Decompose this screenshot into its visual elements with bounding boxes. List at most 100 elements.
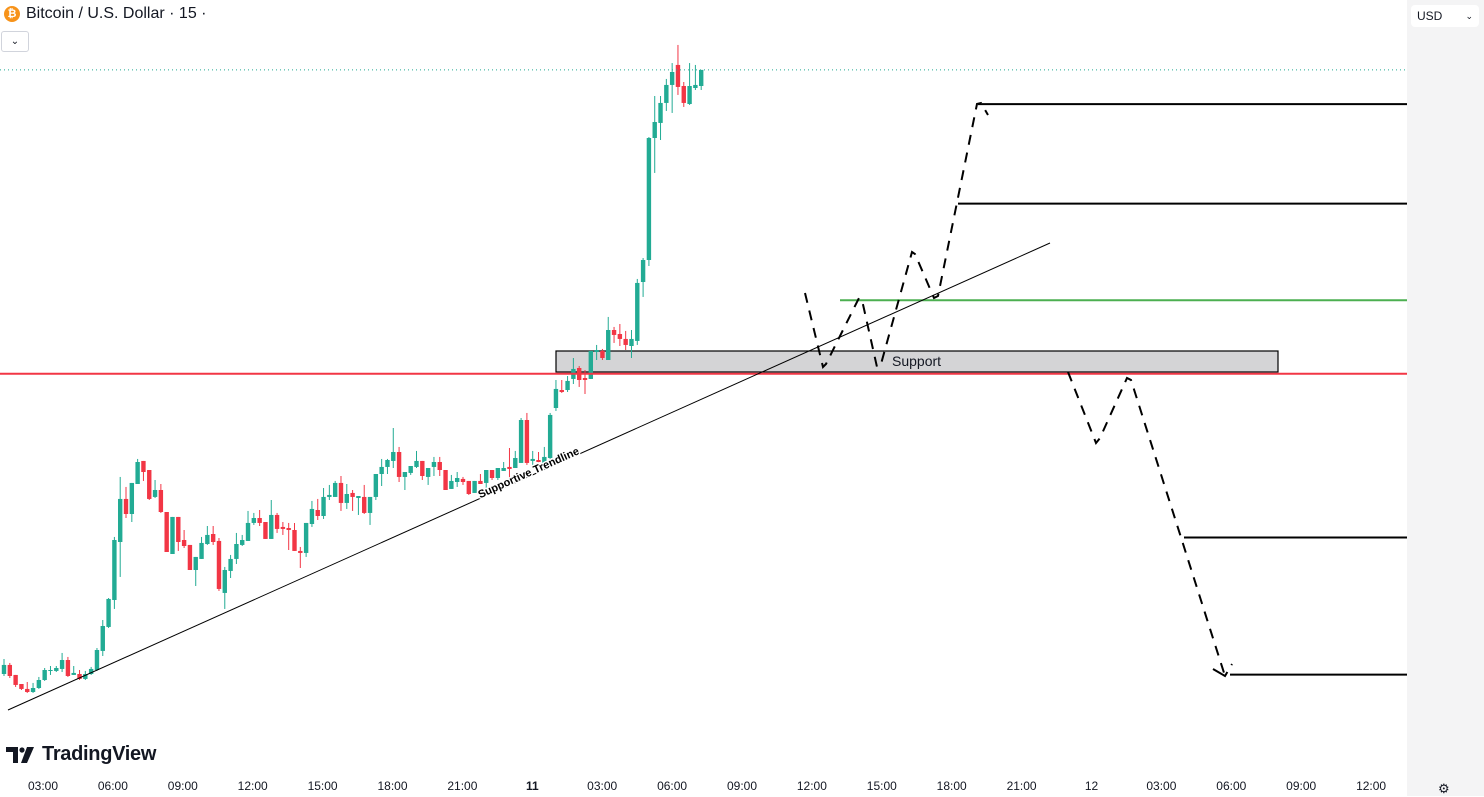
- candle-body: [19, 684, 24, 689]
- candle: [100, 620, 105, 656]
- candle: [501, 462, 506, 471]
- chart-settings-icon[interactable]: ⚙: [1438, 781, 1450, 796]
- candle-body: [25, 688, 30, 692]
- candle: [687, 63, 692, 105]
- candle-body: [176, 516, 181, 542]
- candle-body: [210, 534, 216, 542]
- candle-body: [373, 474, 379, 497]
- candle-body: [170, 516, 175, 554]
- candle: [298, 546, 303, 568]
- candle-body: [36, 680, 42, 688]
- candle-body: [658, 102, 663, 123]
- candle: [524, 412, 530, 465]
- candle-body: [42, 670, 47, 680]
- candle-body: [443, 470, 448, 490]
- candle-body: [635, 282, 640, 341]
- candle-body: [59, 660, 65, 669]
- candle-body: [420, 460, 425, 476]
- candle: [65, 656, 71, 677]
- time-tick-label: 15:00: [867, 779, 897, 793]
- candle: [19, 684, 24, 690]
- candle: [292, 522, 297, 551]
- currency-select[interactable]: USD ⌄: [1411, 5, 1479, 27]
- candle-body: [507, 466, 512, 469]
- candle-body: [118, 498, 123, 542]
- candle: [507, 448, 512, 480]
- currency-value: USD: [1417, 9, 1443, 23]
- time-tick-label: 12: [1085, 779, 1099, 793]
- candle: [263, 522, 268, 539]
- candle: [88, 666, 94, 675]
- candle-body: [669, 72, 675, 85]
- collapse-legend-button[interactable]: ⌄: [1, 31, 29, 52]
- candle: [373, 474, 379, 500]
- candle: [309, 500, 315, 527]
- candle: [245, 510, 251, 541]
- candle-body: [565, 380, 570, 390]
- candle-body: [675, 64, 681, 87]
- candle-body: [205, 534, 210, 544]
- chevron-down-icon: ⌄: [1465, 10, 1473, 21]
- candle-body: [396, 452, 402, 477]
- time-tick-label: 21:00: [447, 779, 477, 793]
- candle: [356, 496, 361, 515]
- candle-body: [71, 672, 76, 675]
- candle: [600, 348, 605, 360]
- candle-body: [240, 540, 245, 545]
- candle-body: [77, 674, 82, 679]
- bitcoin-icon: ₿: [4, 6, 20, 22]
- candle: [454, 472, 460, 487]
- candle-body: [431, 462, 437, 467]
- time-tick-label: 09:00: [1286, 779, 1316, 793]
- chevron-down-icon: ⌄: [10, 36, 20, 47]
- candle: [460, 476, 466, 485]
- candle: [176, 516, 181, 551]
- candle: [286, 522, 291, 550]
- time-tick-label: 12:00: [797, 779, 827, 793]
- candle: [257, 510, 262, 526]
- candle-body: [350, 492, 355, 497]
- candle: [193, 556, 198, 586]
- candle-body: [245, 522, 251, 541]
- candle-body: [518, 420, 524, 463]
- candle: [170, 516, 175, 554]
- candle-body: [681, 86, 686, 103]
- candle-body: [228, 558, 233, 571]
- candle-body: [414, 460, 419, 467]
- candle: [658, 96, 663, 140]
- symbol-title: Bitcoin / U.S. Dollar · 15 ·: [26, 5, 207, 22]
- candle-body: [454, 478, 460, 482]
- candle: [681, 82, 686, 107]
- candle: [321, 488, 326, 519]
- bearish-projection-path: [1067, 371, 1233, 679]
- candle-body: [524, 420, 530, 463]
- candle-body: [687, 86, 692, 104]
- symbol-header[interactable]: ₿ Bitcoin / U.S. Dollar · 15 ·: [4, 5, 207, 23]
- candle: [187, 544, 193, 570]
- candle: [118, 476, 123, 577]
- candle: [222, 566, 227, 609]
- candle-body: [164, 512, 169, 552]
- candle: [489, 470, 495, 480]
- support-zone: [555, 350, 1279, 373]
- candle: [94, 648, 100, 671]
- candle: [594, 344, 599, 360]
- candle-body: [280, 526, 286, 529]
- candle: [635, 278, 640, 345]
- candle-body: [536, 460, 541, 462]
- candle: [338, 476, 344, 511]
- price-axis[interactable]: [1407, 0, 1484, 796]
- candle: [559, 380, 564, 393]
- supportive-trendline: [7, 242, 1051, 711]
- candle: [699, 69, 704, 90]
- time-tick-label: 03:00: [28, 779, 58, 793]
- candle-body: [263, 522, 268, 539]
- candle: [367, 496, 373, 525]
- candle-body: [54, 668, 59, 671]
- candle-body: [1, 664, 7, 674]
- tradingview-logo[interactable]: TradingView: [6, 743, 156, 766]
- candle: [135, 458, 140, 484]
- candles: [1, 44, 704, 693]
- candle: [664, 78, 669, 111]
